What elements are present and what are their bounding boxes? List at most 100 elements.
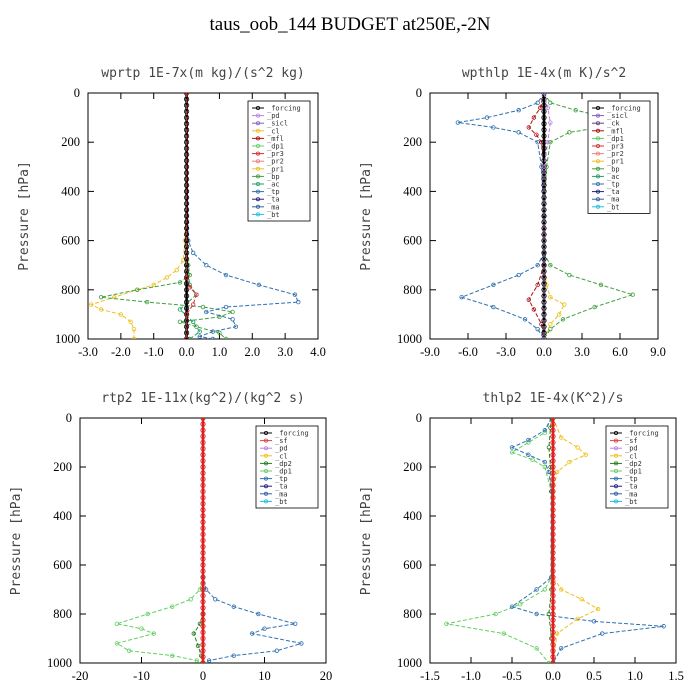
panel-title: wprtp 1E-7x(m kg)/(s^2 kg) [101, 66, 305, 81]
data-point [200, 501, 206, 507]
data-point [550, 617, 556, 623]
data-point [526, 297, 531, 302]
data-point [548, 139, 553, 145]
data-point [233, 324, 239, 329]
series-line_bp [543, 93, 635, 339]
data-point [535, 326, 540, 332]
legend-marker [596, 197, 601, 202]
legend-marker [614, 499, 619, 504]
legend-marker [596, 121, 601, 126]
legend-marker [255, 174, 260, 179]
x-tick-label: -3.0 [78, 345, 98, 359]
panel-3: rtp2 1E-11x(kg^2)/(kg^2 s) Pressure [hPa]… [9, 391, 332, 683]
legend-marker [255, 151, 260, 156]
y-tick-label: 400 [61, 184, 80, 198]
data-point [567, 130, 572, 135]
data-point [223, 272, 229, 278]
data-point [256, 282, 262, 288]
data-point [509, 450, 515, 455]
data-point [200, 544, 206, 550]
y-tick-label: 800 [53, 607, 72, 621]
data-point [170, 653, 175, 658]
panel-2: wpthlp 1E-4x(m K)/s^2 Pressure [hPa] 0 200 4… [359, 66, 666, 359]
x-tick-label: -6.0 [458, 345, 478, 359]
legend-marker [263, 446, 268, 451]
legend-label: _forcing [267, 105, 301, 113]
data-point [550, 556, 556, 562]
data-point [550, 427, 556, 433]
data-point [213, 597, 218, 602]
data-point [200, 495, 206, 501]
x-tick-label: 1.0 [627, 669, 643, 683]
data-point [177, 319, 183, 324]
data-point [550, 464, 556, 470]
data-point [223, 336, 229, 339]
plot-frame [87, 92, 319, 340]
data-point [459, 294, 464, 300]
data-point [541, 121, 547, 127]
data-point [516, 130, 521, 135]
data-point [583, 452, 588, 457]
data-point [200, 439, 206, 446]
y-tick-label: 1000 [397, 332, 422, 346]
data-point [177, 280, 183, 285]
y-axis-label: Pressure [hPa] [9, 486, 24, 596]
y-tick-label: 1000 [47, 656, 72, 670]
panel-4: thlp2 1E-4x(K^2)/s Pressure [hPa] 0 200 400 6… [359, 391, 684, 683]
y-tick-label: 200 [53, 460, 72, 474]
data-point [200, 617, 206, 623]
series-line_dp2 [193, 418, 204, 663]
data-point [546, 445, 552, 450]
legend-label: _bt [267, 211, 280, 219]
data-point [550, 635, 556, 642]
data-point [217, 314, 222, 320]
data-point [598, 282, 604, 288]
data-point [197, 329, 202, 334]
data-point [89, 302, 94, 307]
data-point [144, 299, 150, 305]
data-point [501, 631, 506, 636]
y-tick-label: 0 [74, 86, 80, 100]
data-point [135, 287, 140, 292]
data-point [194, 658, 200, 663]
data-point [541, 336, 547, 339]
data-point [541, 93, 547, 96]
data-point [174, 267, 179, 273]
legend-marker [263, 476, 268, 481]
y-tick-label: 0 [416, 411, 422, 425]
panel-1: wprtp 1E-7x(m kg)/(s^2 kg) Pressure [hPa]… [17, 66, 326, 359]
legend-box [587, 100, 651, 214]
data-point [550, 418, 556, 421]
data-point [548, 326, 553, 332]
data-point [151, 631, 156, 636]
y-tick-label: 200 [403, 135, 422, 149]
series-line_pd [543, 93, 551, 339]
data-point [592, 304, 597, 310]
data-point [550, 593, 556, 599]
data-point [541, 158, 547, 164]
legend-marker [255, 121, 260, 126]
data-point [550, 458, 556, 464]
data-point [200, 421, 206, 427]
data-point [200, 537, 206, 544]
series-line_tp [457, 93, 545, 339]
legend-marker [263, 461, 268, 466]
data-point [249, 631, 255, 636]
data-point [274, 648, 279, 653]
legend-label: _ck [607, 120, 620, 128]
legend-label: _sf [275, 437, 288, 445]
legend-marker [614, 484, 619, 489]
y-tick-label: 600 [403, 234, 422, 248]
legend-label: _pr3 [267, 150, 284, 158]
data-point [230, 309, 235, 315]
data-point [210, 336, 216, 339]
data-point [526, 452, 531, 457]
data-point [131, 336, 137, 339]
x-tick-label: 3.0 [277, 345, 293, 359]
data-point [550, 421, 556, 427]
legend-label: _bp [607, 165, 620, 173]
data-point [548, 100, 553, 106]
y-tick-label: 200 [61, 135, 80, 149]
data-point [567, 459, 572, 465]
